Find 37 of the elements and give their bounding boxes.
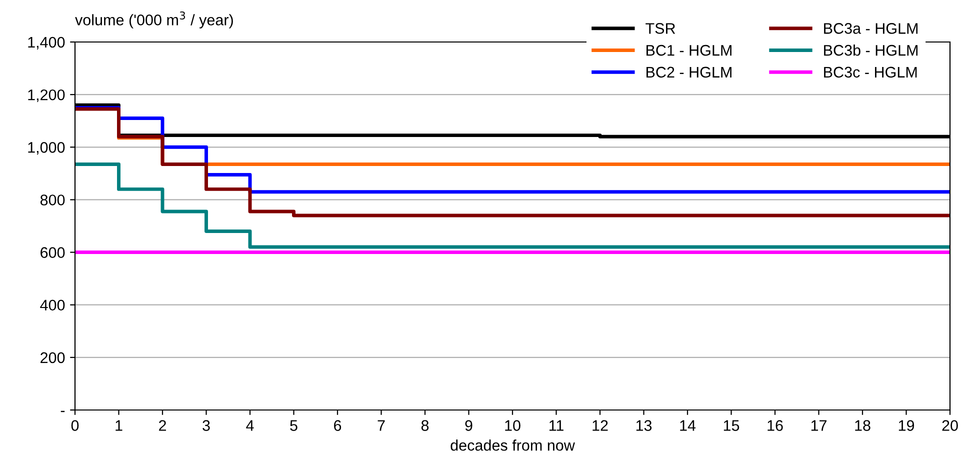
x-tick-label: 4 (246, 420, 254, 431)
y-tick-label: 800 (40, 194, 65, 206)
y-tick-label: - (60, 410, 65, 412)
y-tick-label: 600 (40, 247, 65, 258)
y-tick-label: 1,200 (28, 89, 65, 102)
x-tick-label: 10 (505, 420, 520, 431)
y-tick-label: 1,000 (28, 142, 65, 155)
x-tick-label: 2 (159, 420, 166, 431)
legend-label: BC3a - HGLM (824, 23, 918, 34)
x-tick-label: 6 (334, 420, 342, 431)
x-tick-label: 9 (465, 420, 472, 431)
x-tick-label: 7 (378, 420, 385, 431)
legend-label: BC2 - HGLM (646, 66, 732, 78)
x-tick-label: 1 (116, 420, 122, 431)
legend-label: BC1 - HGLM (646, 44, 732, 56)
x-tick-label: 11 (549, 420, 564, 431)
x-tick-label: 20 (942, 420, 958, 431)
x-tick-label: 5 (290, 420, 298, 431)
x-tick-label: 17 (811, 420, 826, 431)
x-tick-label: 3 (202, 420, 210, 431)
legend-label: BC3b - HGLM (824, 44, 918, 56)
x-tick-label: 14 (680, 420, 696, 431)
legend-label: BC3c - HGLM (824, 66, 917, 78)
x-tick-label: 13 (636, 420, 652, 431)
x-axis-title: decades from now (450, 440, 575, 451)
x-tick-label: 8 (421, 420, 429, 431)
x-tick-label: 16 (768, 420, 783, 431)
y-tick-label: 200 (40, 352, 65, 364)
x-tick-label: 12 (592, 420, 608, 431)
y-tick-label: 1,400 (28, 36, 65, 50)
legend-label: TSR (646, 23, 676, 34)
x-tick-label: 15 (724, 420, 740, 431)
y-axis-title: volume ('000 m$^{3}$ / year) (75, 11, 233, 28)
x-tick-label: 0 (71, 420, 79, 431)
x-tick-label: 19 (898, 420, 914, 431)
x-tick-label: 18 (855, 420, 870, 431)
y-tick-label: 400 (40, 300, 65, 311)
